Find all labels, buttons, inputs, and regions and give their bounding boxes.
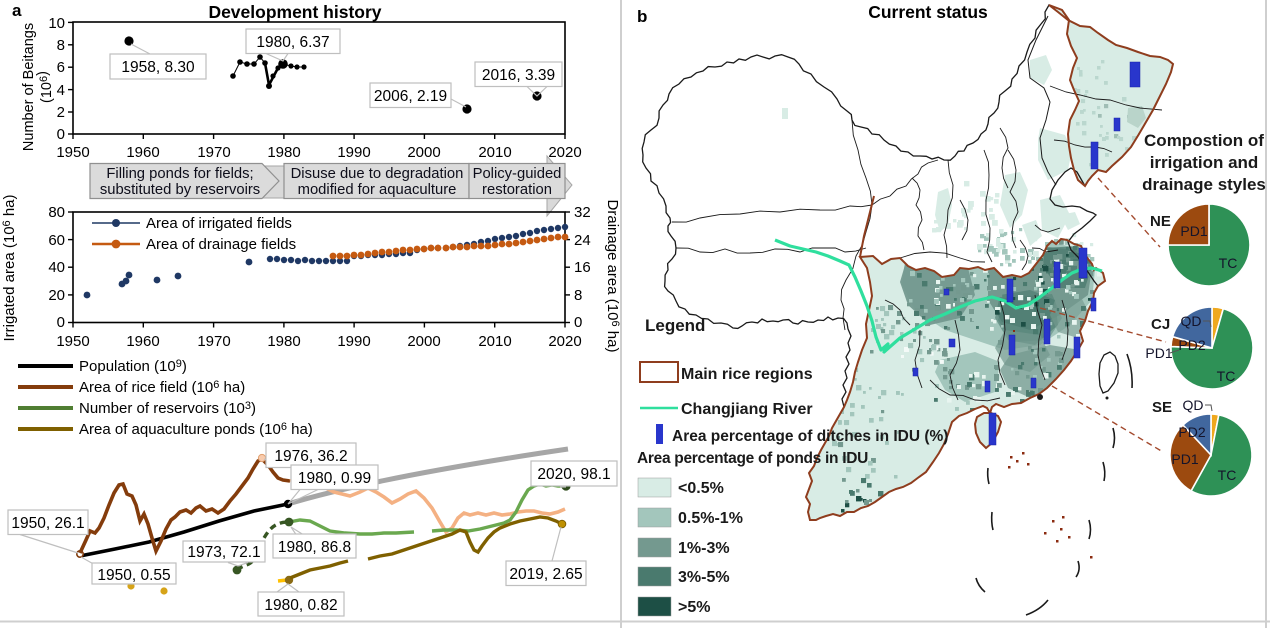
svg-text:2020: 2020: [548, 144, 581, 161]
svg-text:QD: QD: [1183, 397, 1204, 413]
svg-text:PD2: PD2: [1178, 424, 1205, 440]
svg-text:1950: 1950: [56, 333, 89, 350]
svg-text:Area of aquaculture ponds (106: Area of aquaculture ponds (106 ha): [79, 421, 313, 438]
svg-text:CJ: CJ: [1151, 316, 1170, 333]
svg-text:80: 80: [48, 204, 65, 221]
svg-text:2: 2: [57, 104, 65, 121]
svg-text:Population (109): Population (109): [79, 358, 187, 375]
svg-text:2010: 2010: [478, 144, 511, 161]
svg-text:drainage styles: drainage styles: [1142, 175, 1266, 194]
svg-text:Main rice regions: Main rice regions: [681, 366, 813, 383]
svg-text:Area of irrigated fields: Area of irrigated fields: [146, 215, 292, 232]
svg-text:restoration: restoration: [482, 182, 552, 198]
svg-text:2016, 3.39: 2016, 3.39: [482, 67, 555, 84]
svg-text:Legend: Legend: [645, 316, 705, 335]
svg-text:1980, 0.82: 1980, 0.82: [264, 597, 337, 614]
svg-text:2020: 2020: [548, 333, 581, 350]
svg-text:2019, 2.65: 2019, 2.65: [509, 566, 582, 583]
svg-text:1950, 26.1: 1950, 26.1: [11, 515, 84, 532]
svg-text:TC: TC: [1218, 467, 1237, 483]
svg-text:Policy-guided: Policy-guided: [473, 166, 562, 182]
svg-text:2000: 2000: [407, 333, 440, 350]
svg-text:40: 40: [48, 259, 65, 276]
svg-text:1980: 1980: [267, 333, 300, 350]
svg-text:Area percentage of ditches in: Area percentage of ditches in IDU (%): [672, 428, 948, 445]
svg-text:1950: 1950: [56, 144, 89, 161]
svg-text:PD1: PD1: [1180, 223, 1207, 239]
svg-text:PD1: PD1: [1171, 451, 1198, 467]
svg-text:TC: TC: [1217, 368, 1236, 384]
svg-text:1970: 1970: [197, 333, 230, 350]
svg-text:1970: 1970: [197, 144, 230, 161]
svg-text:Number of Beitangs: Number of Beitangs: [21, 23, 37, 151]
svg-text:<0.5%: <0.5%: [678, 480, 724, 497]
svg-text:1%-3%: 1%-3%: [678, 540, 730, 557]
svg-text:16: 16: [574, 259, 591, 276]
svg-text:PD1: PD1: [1145, 345, 1172, 361]
svg-text:6: 6: [57, 59, 65, 76]
svg-text:32: 32: [574, 204, 591, 221]
svg-text:QD: QD: [1181, 313, 1202, 329]
svg-text:Area of drainage fields: Area of drainage fields: [146, 236, 296, 253]
svg-text:Area percentage of ponds in ID: Area percentage of ponds in IDU: [637, 450, 868, 467]
svg-text:0: 0: [57, 126, 65, 143]
svg-text:SE: SE: [1152, 399, 1172, 416]
svg-text:1980, 0.99: 1980, 0.99: [298, 470, 371, 487]
svg-text:3%-5%: 3%-5%: [678, 569, 730, 586]
svg-text:TC: TC: [1219, 255, 1238, 271]
svg-text:Drainage area (106 ha): Drainage area (106 ha): [604, 200, 621, 353]
svg-text:Area of rice field (106 ha): Area of rice field (106 ha): [79, 379, 245, 396]
svg-text:1990: 1990: [337, 333, 370, 350]
svg-text:1960: 1960: [126, 144, 159, 161]
svg-text:1990: 1990: [337, 144, 370, 161]
svg-text:irrigation and: irrigation and: [1150, 153, 1259, 172]
svg-text:0: 0: [574, 314, 582, 331]
svg-text:Current status: Current status: [868, 2, 988, 22]
svg-text:2020, 98.1: 2020, 98.1: [537, 466, 610, 483]
svg-text:substituted by reservoirs: substituted by reservoirs: [100, 182, 260, 198]
svg-text:2000: 2000: [407, 144, 440, 161]
svg-text:0.5%-1%: 0.5%-1%: [678, 510, 743, 527]
svg-text:Disuse due to degradation: Disuse due to degradation: [291, 166, 464, 182]
svg-text:1980, 6.37: 1980, 6.37: [256, 34, 329, 51]
svg-text:1958, 8.30: 1958, 8.30: [121, 59, 195, 76]
svg-text:4: 4: [57, 82, 65, 99]
svg-text:>5%: >5%: [678, 599, 710, 616]
svg-text:Filling ponds for fields;: Filling ponds for fields;: [106, 166, 253, 182]
svg-text:2010: 2010: [478, 333, 511, 350]
svg-text:1980: 1980: [267, 144, 300, 161]
svg-text:Changjiang River: Changjiang River: [681, 401, 813, 418]
svg-text:1980, 86.8: 1980, 86.8: [278, 539, 351, 556]
svg-text:1950, 0.55: 1950, 0.55: [97, 567, 170, 584]
svg-text:modified for aquaculture: modified for aquaculture: [298, 182, 457, 198]
svg-text:b: b: [637, 7, 647, 26]
svg-text:a: a: [12, 1, 22, 20]
svg-text:0: 0: [57, 314, 65, 331]
svg-text:Irrigated area (106 ha): Irrigated area (106 ha): [1, 194, 18, 341]
svg-text:20: 20: [48, 287, 65, 304]
svg-text:Development history: Development history: [208, 2, 381, 22]
svg-text:24: 24: [574, 232, 591, 249]
svg-text:10: 10: [48, 15, 65, 32]
svg-text:2006, 2.19: 2006, 2.19: [374, 88, 447, 105]
svg-text:NE: NE: [1150, 213, 1171, 230]
svg-text:Compostion of: Compostion of: [1144, 131, 1264, 150]
svg-text:1960: 1960: [126, 333, 159, 350]
svg-text:1973, 72.1: 1973, 72.1: [187, 544, 260, 561]
svg-text:8: 8: [57, 37, 65, 54]
svg-text:8: 8: [574, 287, 582, 304]
svg-text:60: 60: [48, 232, 65, 249]
svg-text:Number of reservoirs (103): Number of reservoirs (103): [79, 400, 256, 417]
svg-text:PD2: PD2: [1178, 337, 1205, 353]
svg-text:1976, 36.2: 1976, 36.2: [274, 448, 347, 465]
